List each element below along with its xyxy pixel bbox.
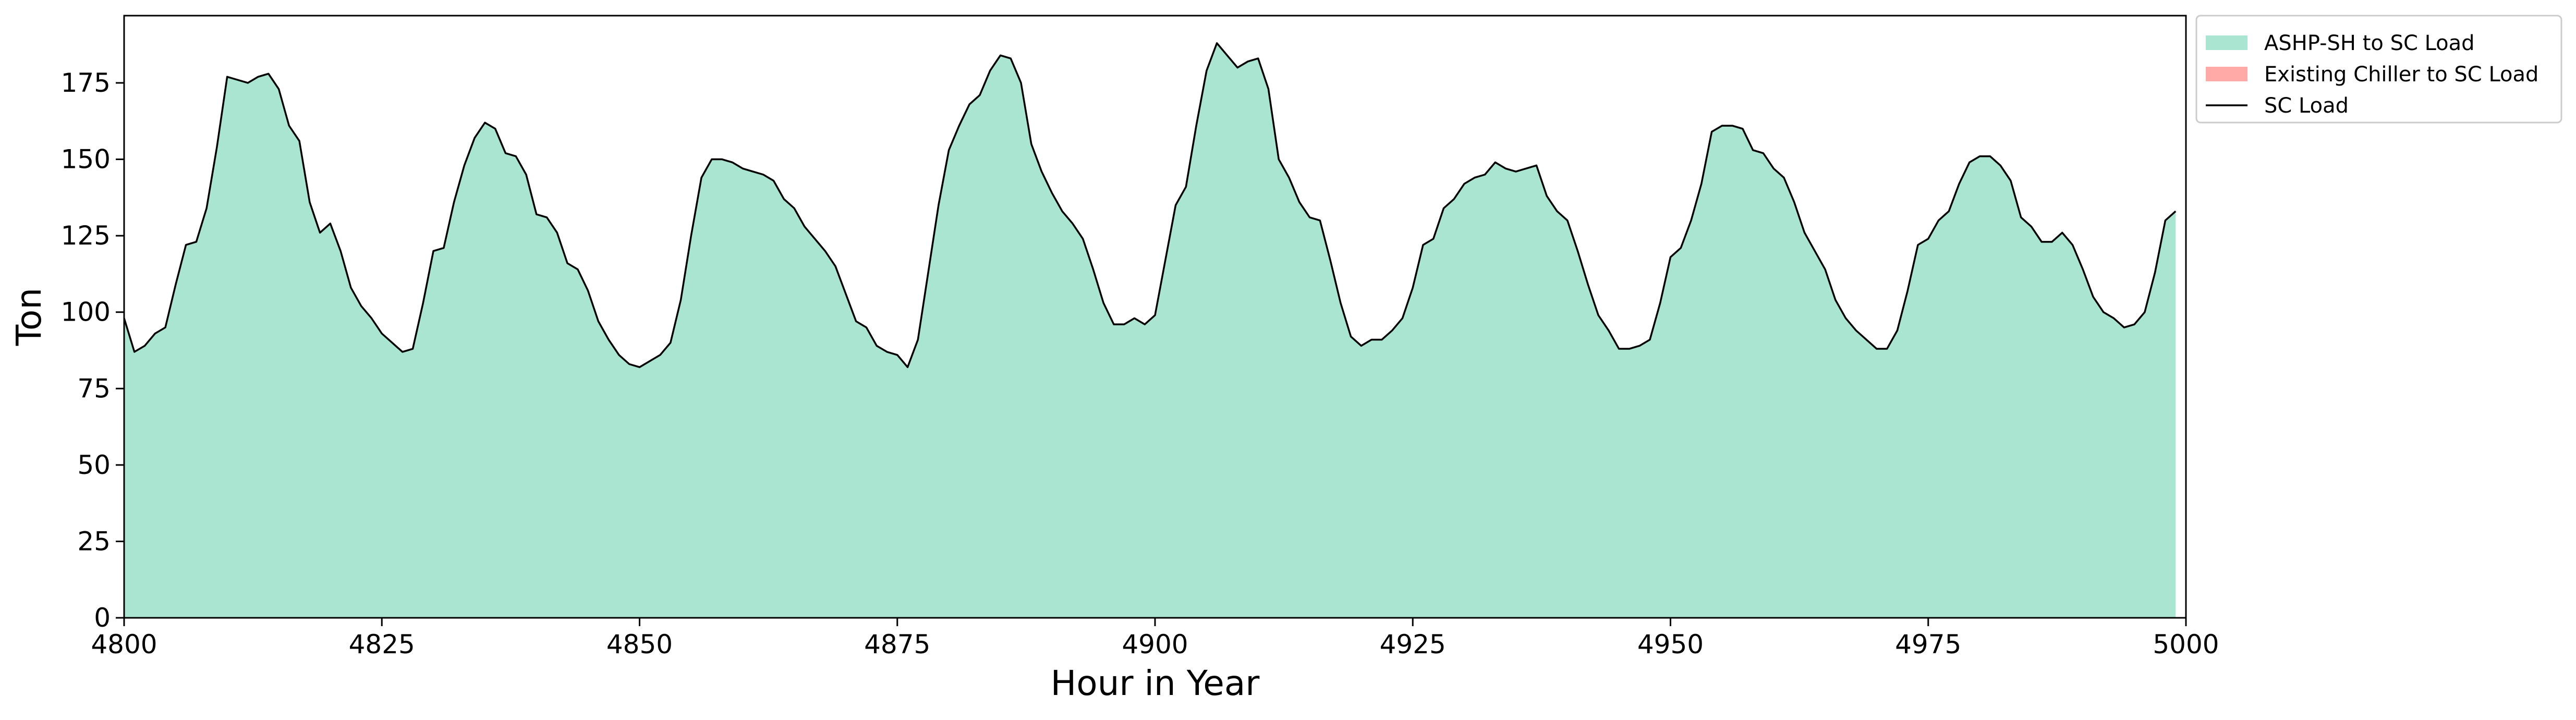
x-tick-label: 4800	[91, 629, 157, 660]
legend: ASHP-SH to SC Load Existing Chiller to SC…	[2195, 15, 2562, 124]
area-series-group	[124, 43, 2176, 618]
x-tick-label: 4925	[1380, 629, 1446, 660]
legend-box	[2195, 15, 2562, 124]
x-axis-title: Hour in Year	[1051, 663, 1260, 703]
x-tick-label: 4975	[1895, 629, 1961, 660]
x-tick-label: 4950	[1637, 629, 1704, 660]
y-tick-label: 0	[94, 603, 111, 633]
legend-label-existing-chiller-to-sc-load: Existing Chiller to SC Load	[2264, 63, 2538, 87]
y-axis: 0 25 50 75 100 125 150 175	[61, 68, 124, 633]
y-tick-label: 125	[61, 221, 111, 251]
x-tick-label: 4825	[349, 629, 415, 660]
legend-swatch-ashp-sh-to-sc-load	[2206, 35, 2247, 50]
y-tick-label: 175	[61, 68, 111, 98]
x-tick-label: 4875	[864, 629, 930, 660]
y-tick-label: 25	[77, 526, 111, 556]
x-tick-label: 4900	[1122, 629, 1188, 660]
legend-label-sc-load: SC Load	[2264, 94, 2349, 118]
y-tick-label: 150	[61, 144, 111, 175]
y-tick-label: 100	[61, 297, 111, 327]
x-tick-label: 5000	[2153, 629, 2219, 660]
y-tick-label: 75	[77, 373, 111, 404]
x-axis: 4800 4825 4850 4875 4900 4925 4950 4975 5000	[91, 618, 2219, 660]
legend-swatch-existing-chiller-to-sc-load	[2206, 67, 2247, 81]
y-axis-title: Ton	[9, 288, 49, 346]
line-series-sc-load	[123, 42, 2177, 368]
line-series-group	[123, 42, 2177, 368]
y-tick-label: 50	[77, 450, 111, 480]
legend-label-ashp-sh-to-sc-load: ASHP-SH to SC Load	[2264, 31, 2475, 55]
plot-area	[123, 15, 2187, 619]
x-tick-label: 4850	[606, 629, 673, 660]
area-series-ashp-sh-to-sc-load	[124, 43, 2176, 618]
